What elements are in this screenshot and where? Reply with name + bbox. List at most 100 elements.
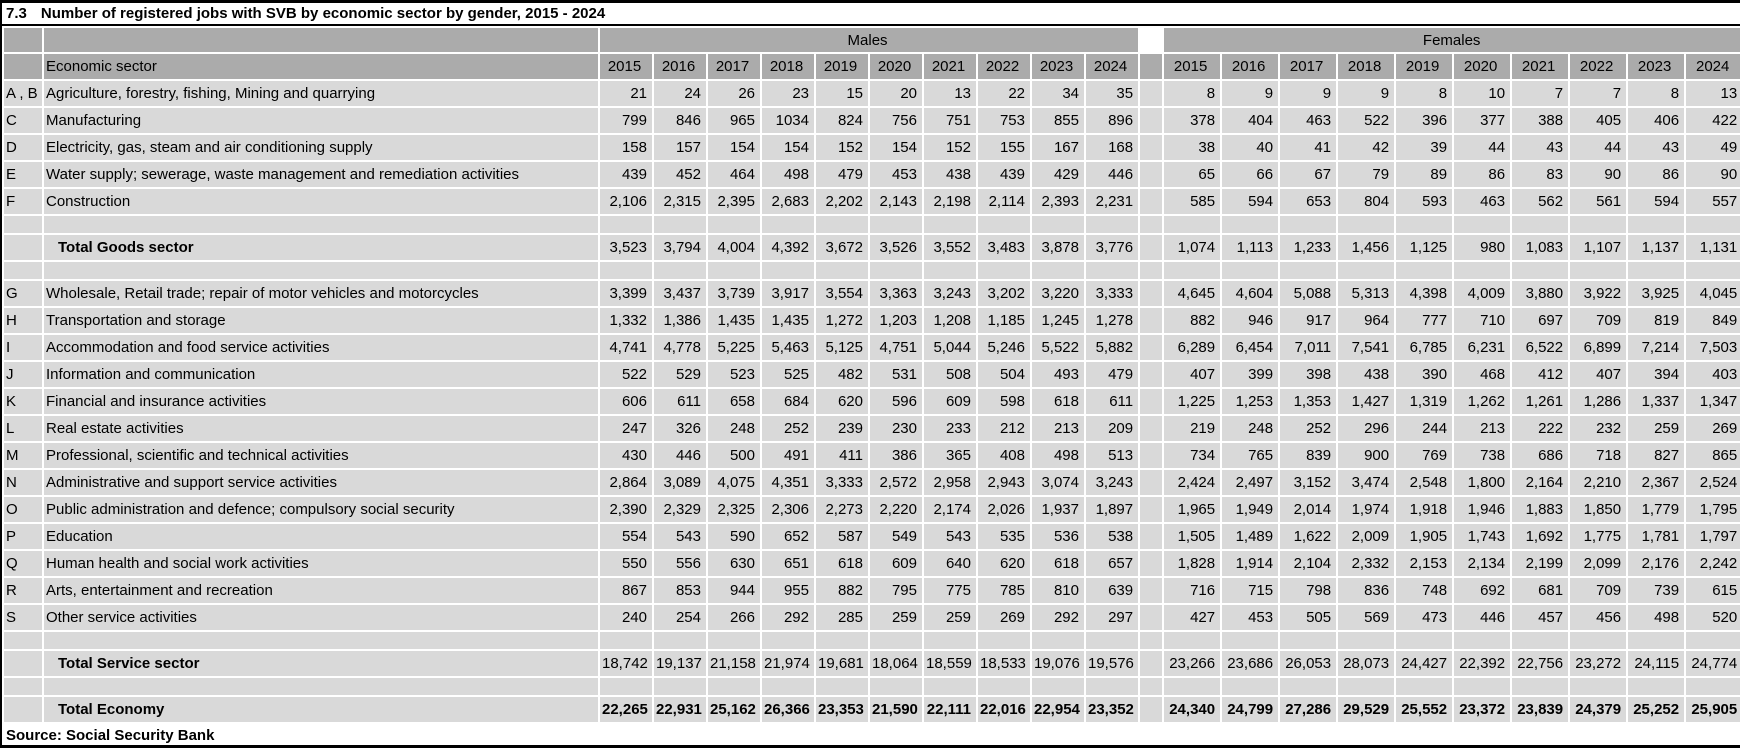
male-value: 386 <box>868 441 924 470</box>
year-header-males: 2022 <box>976 52 1032 81</box>
male-value: 408 <box>976 441 1032 470</box>
year-header-males: 2016 <box>652 52 708 81</box>
spacer-cell <box>1278 260 1339 281</box>
economic-sector-header: Economic sector <box>42 52 600 81</box>
spacer-cell <box>1278 676 1339 697</box>
male-value: 508 <box>922 360 978 389</box>
year-header-females: 2016 <box>1220 52 1281 81</box>
table-title-text: Number of registered jobs with SVB by ec… <box>40 5 606 22</box>
spacer-cell <box>760 214 816 235</box>
gap-cell <box>1138 576 1165 605</box>
spacer-cell <box>1568 630 1629 651</box>
female-value: 569 <box>1336 603 1397 632</box>
male-value: 19,076 <box>1030 649 1086 678</box>
table-row: I Accommodation and food service activiti… <box>2 333 1740 362</box>
female-value: 1,107 <box>1568 233 1629 262</box>
female-value: 2,153 <box>1394 549 1455 578</box>
female-value: 7 <box>1510 79 1571 108</box>
female-value: 2,099 <box>1568 549 1629 578</box>
table-row: S Other service activities 240 254 266 292 285… <box>2 603 1740 632</box>
male-value: 23,352 <box>1083 695 1141 724</box>
male-value: 212 <box>976 414 1032 443</box>
spacer-cell <box>1083 214 1141 235</box>
table-row: K Financial and insurance activities 606 61… <box>2 387 1740 416</box>
female-value: 43 <box>1626 133 1687 162</box>
female-value: 24,427 <box>1394 649 1455 678</box>
male-value: 4,075 <box>706 468 762 497</box>
female-value: 1,946 <box>1452 495 1513 524</box>
spacer-cell <box>814 676 870 697</box>
male-value: 365 <box>922 441 978 470</box>
female-value: 5,313 <box>1336 279 1397 308</box>
female-value: 2,524 <box>1684 468 1740 497</box>
sector-code <box>2 233 44 262</box>
male-value: 538 <box>1083 522 1141 551</box>
spacer-cell <box>922 214 978 235</box>
female-value: 407 <box>1568 360 1629 389</box>
table-row: Q Human health and social work activities… <box>2 549 1740 578</box>
table-row: H Transportation and storage 1,332 1,386 1,4… <box>2 306 1740 335</box>
female-value: 1,505 <box>1162 522 1223 551</box>
spacer-cell <box>42 630 600 651</box>
sector-code: J <box>2 360 44 389</box>
male-value: 846 <box>652 106 708 135</box>
male-value: 3,074 <box>1030 468 1086 497</box>
female-value: 709 <box>1568 576 1629 605</box>
female-value: 7,011 <box>1278 333 1339 362</box>
male-value: 2,143 <box>868 187 924 216</box>
female-value: 709 <box>1568 306 1629 335</box>
spacer-cell <box>2 260 44 281</box>
spacer-cell <box>598 676 654 697</box>
female-value: 463 <box>1278 106 1339 135</box>
gap-cell <box>1138 441 1165 470</box>
male-value: 292 <box>1030 603 1086 632</box>
male-value: 19,576 <box>1083 649 1141 678</box>
female-value: 1,489 <box>1220 522 1281 551</box>
spacer-cell <box>1626 676 1687 697</box>
spacer-cell <box>1220 214 1281 235</box>
male-value: 411 <box>814 441 870 470</box>
male-value: 611 <box>1083 387 1141 416</box>
spacer-cell <box>814 260 870 281</box>
spacer-cell <box>760 676 816 697</box>
female-value: 946 <box>1220 306 1281 335</box>
male-value: 3,333 <box>814 468 870 497</box>
female-value: 86 <box>1452 160 1513 189</box>
male-value: 4,741 <box>598 333 654 362</box>
male-value: 3,917 <box>760 279 816 308</box>
female-value: 252 <box>1278 414 1339 443</box>
female-value: 1,074 <box>1162 233 1223 262</box>
male-value: 2,306 <box>760 495 816 524</box>
female-value: 734 <box>1162 441 1223 470</box>
male-value: 684 <box>760 387 816 416</box>
female-value: 44 <box>1568 133 1629 162</box>
female-value: 1,225 <box>1162 387 1223 416</box>
spacer-cell <box>814 630 870 651</box>
female-value: 681 <box>1510 576 1571 605</box>
male-value: 21,590 <box>868 695 924 724</box>
female-value: 1,347 <box>1684 387 1740 416</box>
male-value: 3,523 <box>598 233 654 262</box>
female-value: 43 <box>1510 133 1571 162</box>
male-value: 1,897 <box>1083 495 1141 524</box>
male-value: 157 <box>652 133 708 162</box>
female-value: 27,286 <box>1278 695 1339 724</box>
female-value: 1,692 <box>1510 522 1571 551</box>
spacer-cell <box>1278 214 1339 235</box>
male-value: 209 <box>1083 414 1141 443</box>
female-value: 2,104 <box>1278 549 1339 578</box>
male-value: 2,106 <box>598 187 654 216</box>
female-value: 23,266 <box>1162 649 1223 678</box>
spacer-cell <box>1162 630 1223 651</box>
male-value: 596 <box>868 387 924 416</box>
table-row: J Information and communication 522 529 523 5… <box>2 360 1740 389</box>
female-value: 377 <box>1452 106 1513 135</box>
female-value: 1,974 <box>1336 495 1397 524</box>
female-value: 396 <box>1394 106 1455 135</box>
female-value: 7,541 <box>1336 333 1397 362</box>
male-value: 22 <box>976 79 1032 108</box>
male-value: 2,273 <box>814 495 870 524</box>
male-value: 240 <box>598 603 654 632</box>
male-value: 493 <box>1030 360 1086 389</box>
table-title: 7.3 Number of registered jobs with SVB by… <box>2 3 1740 26</box>
